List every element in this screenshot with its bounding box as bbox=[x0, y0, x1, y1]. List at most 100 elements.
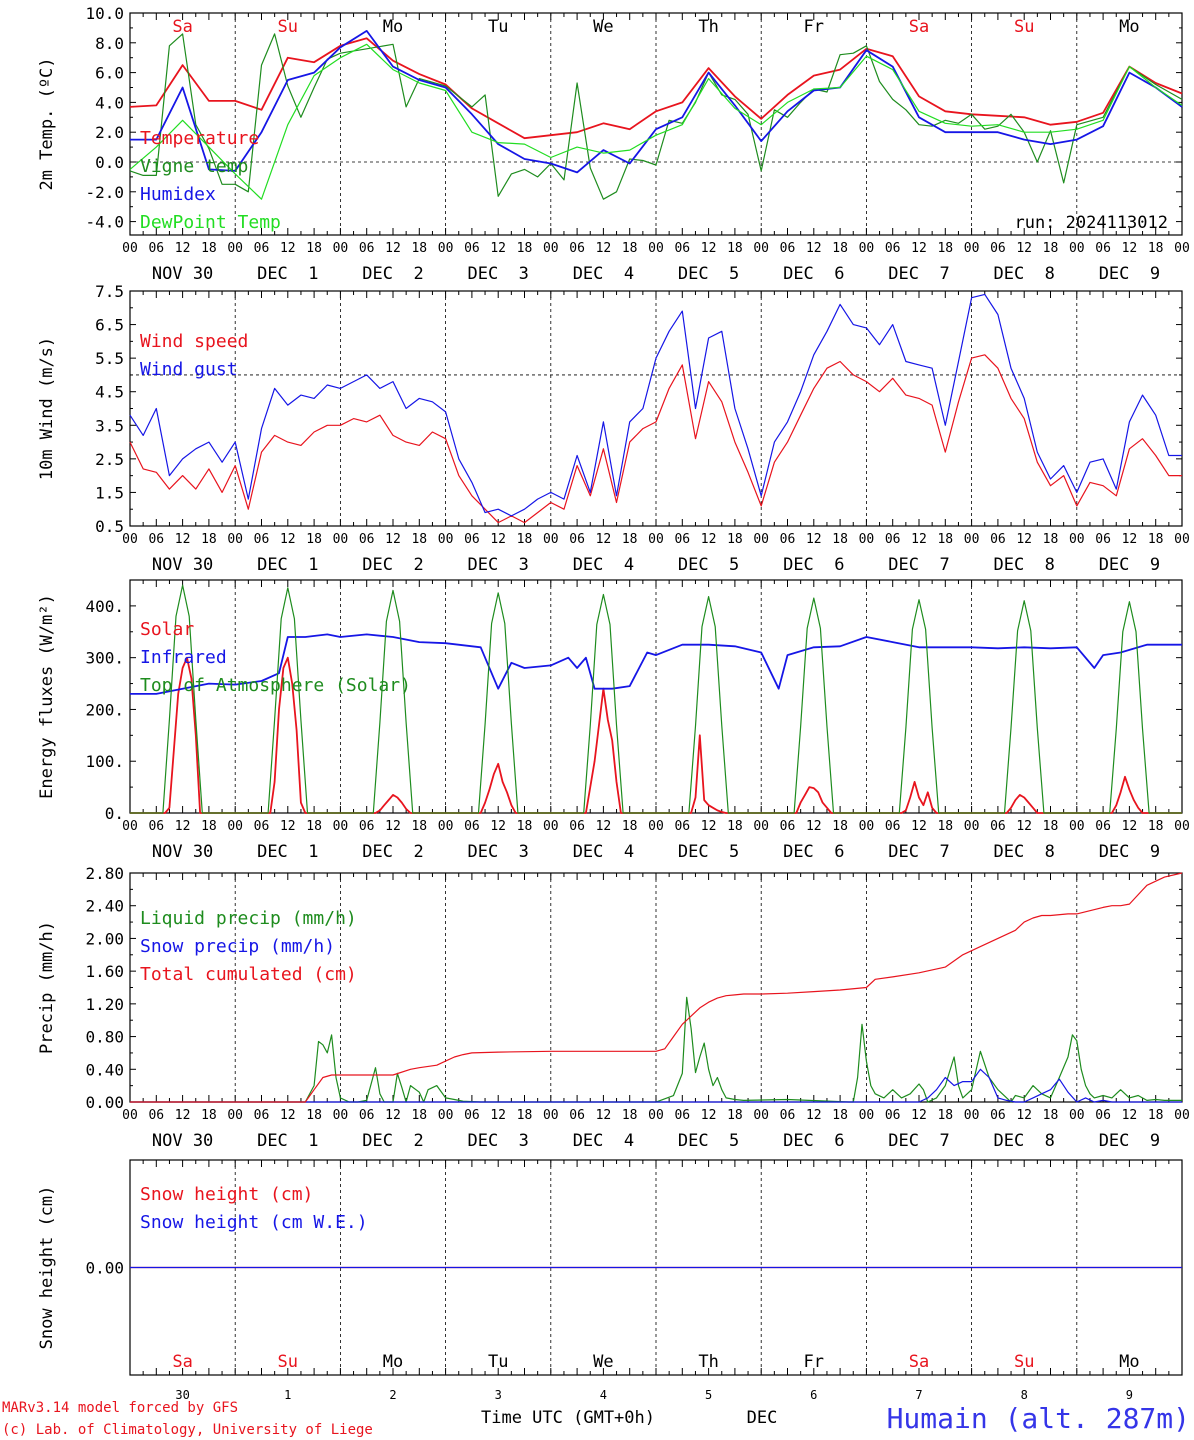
temperature-x-hour-label: 06 bbox=[254, 241, 270, 256]
wind-x-hour-label: 18 bbox=[1148, 532, 1164, 547]
energy-x-hour-label: 12 bbox=[490, 819, 506, 834]
day-name-label: Mo bbox=[383, 17, 403, 37]
precip-x-hour-label: 12 bbox=[806, 1108, 822, 1123]
precip-x-hour-label: 00 bbox=[1069, 1108, 1085, 1123]
precip-y-tick-label: 0.40 bbox=[85, 1060, 124, 1079]
wind-x-day-label: DEC 8 bbox=[993, 555, 1054, 575]
energy-legend-entry: Top of Atmosphere (Solar) bbox=[140, 675, 411, 696]
bottom-day-number-label: 8 bbox=[1021, 1388, 1028, 1402]
wind-x-hour-label: 06 bbox=[1095, 532, 1111, 547]
precip-y-tick-label: 2.00 bbox=[85, 929, 124, 948]
precip-y-tick-label: 1.20 bbox=[85, 995, 124, 1014]
precip-x-day-label: DEC 8 bbox=[993, 1131, 1054, 1151]
wind-x-hour-label: 00 bbox=[753, 532, 769, 547]
temperature-x-hour-label: 12 bbox=[490, 241, 506, 256]
precip-x-hour-label: 00 bbox=[543, 1108, 559, 1123]
wind-x-hour-label: 00 bbox=[859, 532, 875, 547]
wind-x-day-label: NOV 30 bbox=[152, 555, 213, 575]
bottom-day-name-label: Sa bbox=[172, 1352, 192, 1372]
temperature-x-day-label: DEC 6 bbox=[783, 264, 844, 284]
precip-x-hour-label: 18 bbox=[201, 1108, 217, 1123]
bottom-day-number-label: 1 bbox=[284, 1388, 291, 1402]
wind-y-tick-label: 3.5 bbox=[95, 416, 124, 435]
temperature-x-hour-label: 00 bbox=[227, 241, 243, 256]
temperature-x-hour-label: 00 bbox=[122, 241, 138, 256]
precip-x-day-label: DEC 3 bbox=[467, 1131, 528, 1151]
energy-x-hour-label: 12 bbox=[806, 819, 822, 834]
energy-y-tick-label: 300. bbox=[85, 649, 124, 668]
precip-x-hour-label: 12 bbox=[1122, 1108, 1138, 1123]
temperature-x-hour-label: 06 bbox=[569, 241, 585, 256]
bottom-day-name-label: Su bbox=[1014, 1352, 1034, 1372]
temperature-x-hour-label: 18 bbox=[937, 241, 953, 256]
wind-x-hour-label: 00 bbox=[648, 532, 664, 547]
precip-series-2-line bbox=[130, 872, 1183, 1103]
energy-x-hour-label: 18 bbox=[517, 819, 533, 834]
temperature-x-hour-label: 12 bbox=[1016, 241, 1032, 256]
bottom-day-number-label: 6 bbox=[810, 1388, 817, 1402]
temperature-series-3-line bbox=[129, 43, 1183, 200]
bottom-day-name-label: Th bbox=[698, 1352, 718, 1372]
bottom-day-number-label: 30 bbox=[175, 1388, 189, 1402]
day-name-label: Su bbox=[278, 17, 298, 37]
temperature-x-hour-label: 18 bbox=[622, 241, 638, 256]
precip-y-axis-title: Precip (mm/h) bbox=[37, 921, 57, 1054]
precip-x-hour-label: 12 bbox=[385, 1108, 401, 1123]
wind-x-hour-label: 18 bbox=[727, 532, 743, 547]
temperature-x-hour-label: 18 bbox=[306, 241, 322, 256]
temperature-x-day-label: DEC 7 bbox=[888, 264, 949, 284]
snow-y-axis-title: Snow height (cm) bbox=[37, 1186, 57, 1350]
precip-x-hour-label: 06 bbox=[780, 1108, 796, 1123]
wind-x-hour-label: 00 bbox=[964, 532, 980, 547]
wind-x-hour-label: 12 bbox=[385, 532, 401, 547]
wind-x-hour-label: 12 bbox=[911, 532, 927, 547]
temperature-series-2-line bbox=[130, 29, 1183, 174]
precip-x-hour-label: 06 bbox=[148, 1108, 164, 1123]
wind-x-hour-label: 00 bbox=[1069, 532, 1085, 547]
temperature-x-day-label: DEC 3 bbox=[467, 264, 528, 284]
bottom-day-number-label: 4 bbox=[600, 1388, 607, 1402]
precip-x-day-label: DEC 9 bbox=[1099, 1131, 1160, 1151]
precip-x-day-label: DEC 1 bbox=[257, 1131, 318, 1151]
temperature-x-hour-label: 12 bbox=[701, 241, 717, 256]
temperature-x-hour-label: 06 bbox=[990, 241, 1006, 256]
wind-y-tick-label: 1.5 bbox=[95, 483, 124, 502]
wind-x-hour-label: 06 bbox=[254, 532, 270, 547]
temperature-x-hour-label: 00 bbox=[333, 241, 349, 256]
energy-x-hour-label: 00 bbox=[1069, 819, 1085, 834]
temperature-x-hour-label: 12 bbox=[175, 241, 191, 256]
wind-x-hour-label: 12 bbox=[280, 532, 296, 547]
precip-series-1-line bbox=[130, 1068, 1182, 1103]
wind-series-0-line bbox=[129, 354, 1182, 524]
energy-x-hour-label: 18 bbox=[937, 819, 953, 834]
energy-x-hour-label: 18 bbox=[1148, 819, 1164, 834]
wind-y-tick-label: 7.5 bbox=[95, 282, 124, 301]
wind-x-day-label: DEC 5 bbox=[678, 555, 739, 575]
wind-x-hour-label: 18 bbox=[832, 532, 848, 547]
wind-x-hour-label: 00 bbox=[227, 532, 243, 547]
wind-x-hour-label: 00 bbox=[122, 532, 138, 547]
precip-y-tick-label: 1.60 bbox=[85, 962, 124, 981]
temperature-x-hour-label: 06 bbox=[148, 241, 164, 256]
wind-x-day-label: DEC 4 bbox=[573, 555, 634, 575]
precip-x-hour-label: 00 bbox=[122, 1108, 138, 1123]
temperature-x-hour-label: 12 bbox=[385, 241, 401, 256]
temperature-x-hour-label: 12 bbox=[806, 241, 822, 256]
snow-legend-entry: Snow height (cm) bbox=[140, 1184, 313, 1205]
energy-x-hour-label: 06 bbox=[990, 819, 1006, 834]
temperature-x-hour-label: 12 bbox=[596, 241, 612, 256]
wind-x-hour-label: 12 bbox=[1122, 532, 1138, 547]
temperature-x-hour-label: 06 bbox=[885, 241, 901, 256]
energy-x-hour-label: 00 bbox=[333, 819, 349, 834]
wind-x-hour-label: 06 bbox=[359, 532, 375, 547]
energy-y-axis-title: Energy fluxes (W/m²) bbox=[37, 594, 57, 799]
energy-x-day-label: DEC 5 bbox=[678, 842, 739, 862]
temperature-y-tick-label: 10.0 bbox=[85, 4, 124, 23]
wind-x-day-label: DEC 2 bbox=[362, 555, 423, 575]
temperature-panel: -4.0 -2.0 0.0 2.0 4.0 6.0 8.0 10.0 2m Temp. (ºC)… bbox=[37, 4, 1190, 284]
energy-x-day-label: DEC 4 bbox=[573, 842, 634, 862]
precip-x-hour-label: 06 bbox=[990, 1108, 1006, 1123]
precip-x-hour-label: 18 bbox=[727, 1108, 743, 1123]
precip-x-hour-label: 00 bbox=[753, 1108, 769, 1123]
precip-x-hour-label: 18 bbox=[517, 1108, 533, 1123]
